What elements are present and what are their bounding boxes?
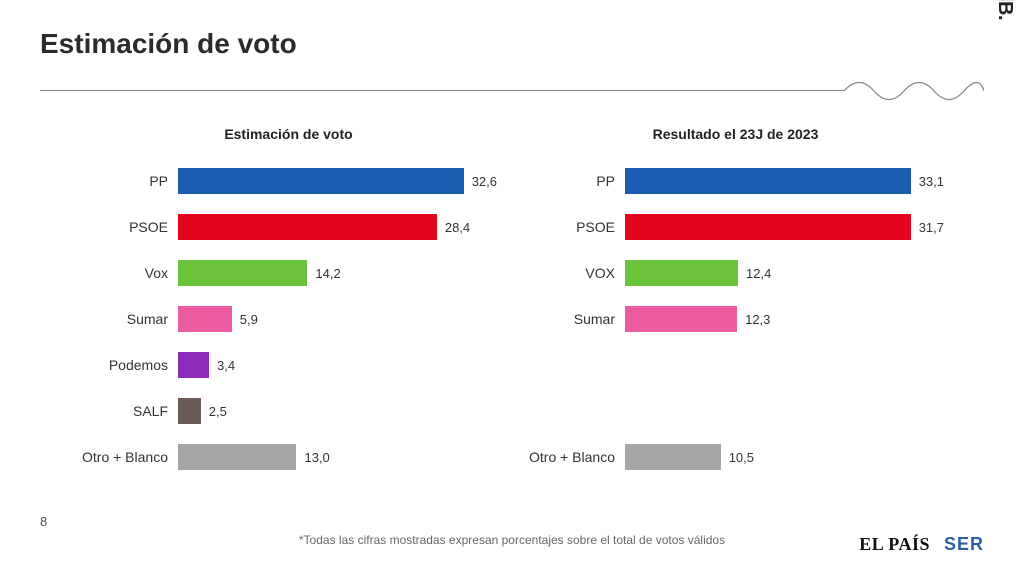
bar-row: Otro + Blanco 13,0 — [80, 442, 497, 472]
page-title: Estimación de voto — [40, 28, 984, 60]
bar-label: Podemos — [80, 357, 178, 373]
bar — [625, 168, 911, 194]
chart-left-title: Estimación de voto — [80, 126, 497, 142]
bar-value: 31,7 — [919, 220, 944, 235]
bar-row: PSOE 28,4 — [80, 212, 497, 242]
bar-label: Otro + Blanco — [527, 449, 625, 465]
bar-row: Vox 14,2 — [80, 258, 497, 288]
bar-label: VOX — [527, 265, 625, 281]
bar-label: PP — [80, 173, 178, 189]
elpais-logo: EL PAÍS — [859, 534, 930, 555]
bar — [625, 214, 911, 240]
bar-value: 12,3 — [745, 312, 770, 327]
bar-row: VOX 12,4 — [527, 258, 944, 288]
bar-row: Sumar 5,9 — [80, 304, 497, 334]
bar-row: Podemos 3,4 — [80, 350, 497, 380]
bar — [178, 398, 201, 424]
page-root: 40dB. Estimación de voto Estimación de v… — [0, 0, 1024, 577]
bar-track: 12,3 — [625, 306, 944, 332]
bar-value: 33,1 — [919, 174, 944, 189]
wave-icon — [844, 78, 984, 104]
bar-track — [625, 398, 944, 424]
bar-row: Sumar 12,3 — [527, 304, 944, 334]
chart-right-title: Resultado el 23J de 2023 — [527, 126, 944, 142]
title-rule — [40, 78, 984, 104]
bar-label: SALF — [80, 403, 178, 419]
bar-value: 28,4 — [445, 220, 470, 235]
bar-row: Otro + Blanco 10,5 — [527, 442, 944, 472]
bar-label: PSOE — [80, 219, 178, 235]
bar-track — [625, 352, 944, 378]
bar-value: 14,2 — [315, 266, 340, 281]
bar-track: 33,1 — [625, 168, 944, 194]
charts-container: Estimación de voto PP 32,6 PSOE 28,4 Vox 14,2… — [40, 126, 984, 488]
bar-row — [527, 350, 944, 380]
bar-value: 2,5 — [209, 404, 227, 419]
bar-value: 5,9 — [240, 312, 258, 327]
bar-track: 28,4 — [178, 214, 497, 240]
bar-track: 2,5 — [178, 398, 497, 424]
bar-label: Sumar — [80, 311, 178, 327]
bar-row: PP 33,1 — [527, 166, 944, 196]
chart-left: Estimación de voto PP 32,6 PSOE 28,4 Vox 14,2… — [80, 126, 497, 488]
divider-line — [40, 90, 984, 91]
bar — [178, 168, 464, 194]
bar-track: 13,0 — [178, 444, 497, 470]
bar-track: 32,6 — [178, 168, 497, 194]
bar — [178, 260, 307, 286]
chart-right: Resultado el 23J de 2023 PP 33,1 PSOE 31,7 V… — [527, 126, 944, 488]
bar-label: Vox — [80, 265, 178, 281]
bar-row: SALF 2,5 — [80, 396, 497, 426]
bar-value: 13,0 — [304, 450, 329, 465]
bar-track: 12,4 — [625, 260, 944, 286]
bar — [625, 444, 721, 470]
bar-label: Sumar — [527, 311, 625, 327]
bar-label: PP — [527, 173, 625, 189]
bar-track: 14,2 — [178, 260, 497, 286]
footer-logos: EL PAÍS SER — [859, 534, 984, 555]
bar-track: 10,5 — [625, 444, 944, 470]
bar-value: 12,4 — [746, 266, 771, 281]
bar-label: PSOE — [527, 219, 625, 235]
ser-logo: SER — [944, 534, 984, 555]
bar-track: 5,9 — [178, 306, 497, 332]
bar — [625, 260, 738, 286]
bar-track: 3,4 — [178, 352, 497, 378]
bar-row: PSOE 31,7 — [527, 212, 944, 242]
bar-track: 31,7 — [625, 214, 944, 240]
bar — [178, 306, 232, 332]
bar-value: 3,4 — [217, 358, 235, 373]
bar — [178, 214, 437, 240]
chart-right-body: PP 33,1 PSOE 31,7 VOX 12,4 Sumar 12,3 Otro + Bla… — [527, 166, 944, 472]
bar-value: 32,6 — [472, 174, 497, 189]
chart-left-body: PP 32,6 PSOE 28,4 Vox 14,2 Sumar 5,9 Podemos 3,4 S… — [80, 166, 497, 472]
bar-row — [527, 396, 944, 426]
bar — [178, 352, 209, 378]
brand-40db-logo: 40dB. — [993, 0, 1016, 20]
bar-label: Otro + Blanco — [80, 449, 178, 465]
bar-value: 10,5 — [729, 450, 754, 465]
bar — [178, 444, 296, 470]
bar — [625, 306, 737, 332]
bar-row: PP 32,6 — [80, 166, 497, 196]
page-number: 8 — [40, 514, 47, 529]
